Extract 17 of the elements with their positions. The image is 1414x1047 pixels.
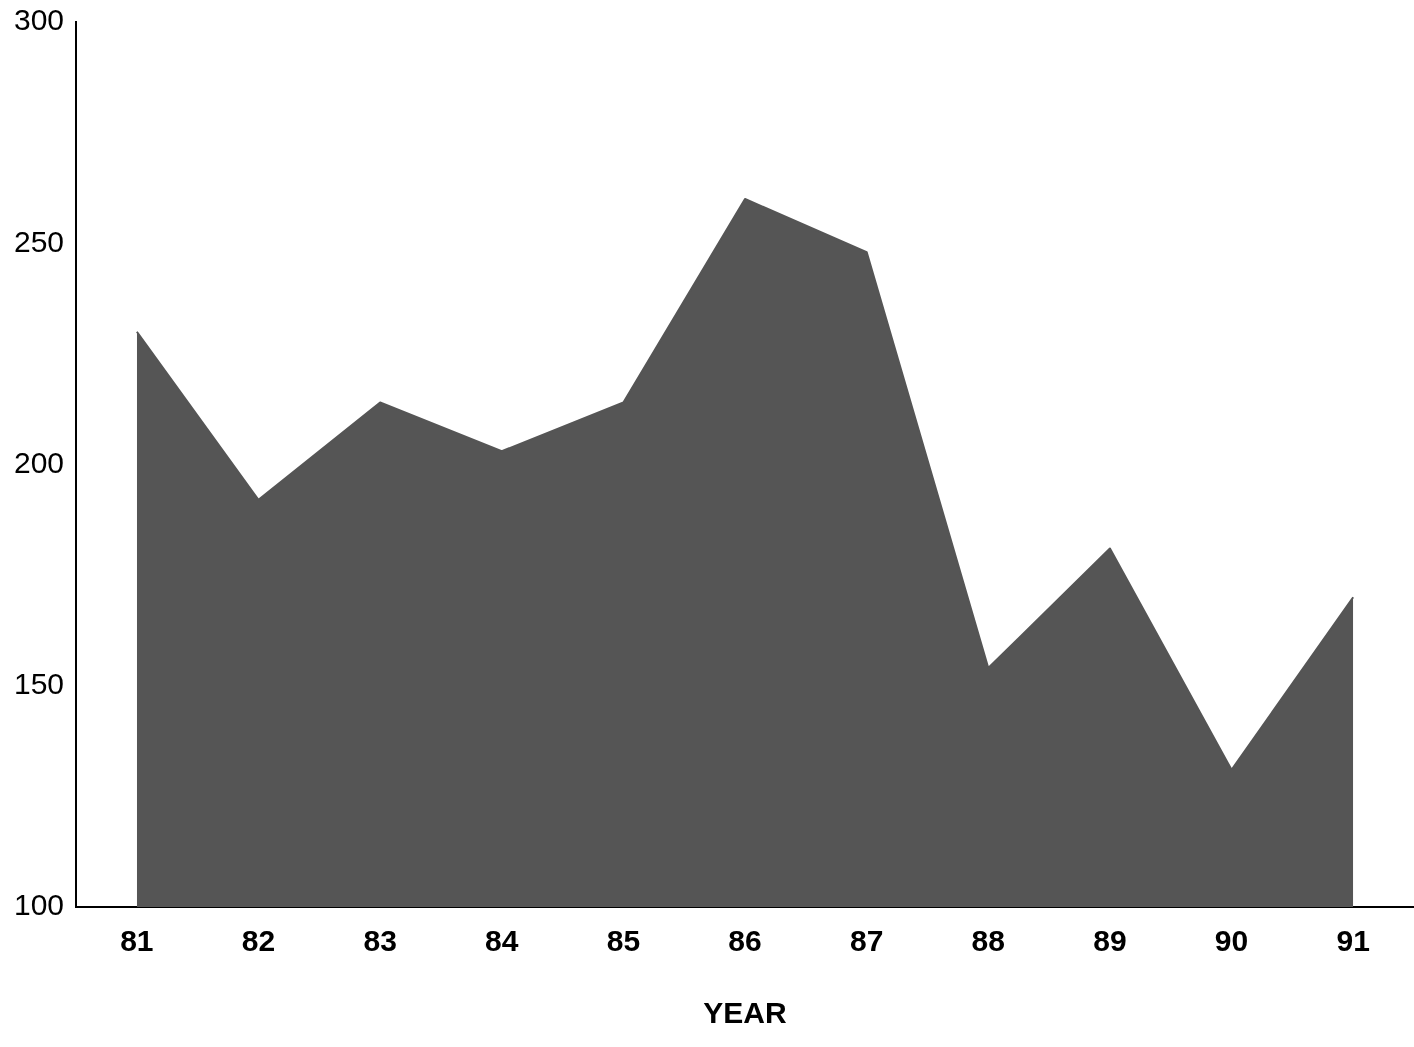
x-tick-label: 84 — [485, 924, 519, 958]
x-tick-label: 86 — [728, 924, 762, 958]
x-tick-label: 88 — [971, 924, 1005, 958]
y-tick-label: 300 — [13, 3, 65, 37]
y-tick-label: 150 — [13, 667, 65, 701]
y-tick-label: 250 — [13, 224, 65, 258]
x-tick-label: 90 — [1214, 924, 1249, 958]
x-tick-label: 82 — [241, 924, 276, 958]
x-tick-label: 89 — [1093, 924, 1127, 958]
x-tick-label: 83 — [363, 924, 397, 958]
x-tick-label: 91 — [1336, 924, 1370, 958]
x-tick-label: 87 — [849, 924, 884, 958]
y-tick-label: 100 — [13, 888, 65, 922]
x-tick-label: 85 — [606, 924, 641, 958]
x-tick-label: 81 — [120, 924, 154, 958]
x-axis-title: YEAR — [703, 996, 788, 1030]
y-tick-label: 200 — [13, 445, 65, 479]
